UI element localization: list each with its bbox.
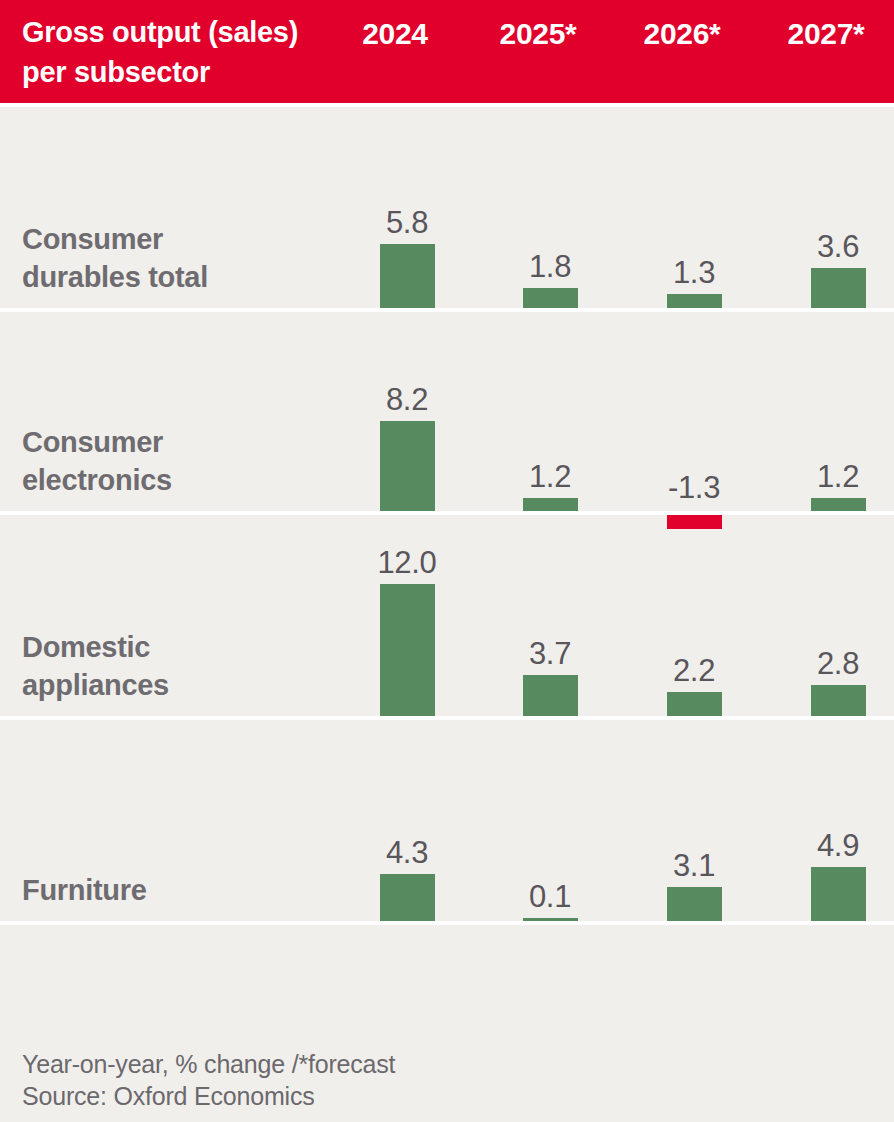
bar-positive [811,867,866,921]
bar-positive [523,288,578,308]
row-label-consumer-electronics: Consumerelectronics [22,423,172,499]
bar-cell-consumer-electronics-2026-: -1.3 [622,312,766,511]
bar-cell-domestic-appliances-2025-: 3.7 [478,515,622,716]
chart-note: Year-on-year, % change /*forecast [22,1048,395,1080]
bar-cell-furniture-2027-: 4.9 [766,720,894,921]
bar-positive [380,421,435,511]
row-label-line: appliances [22,666,169,704]
bar-cell-furniture-2026-: 3.1 [622,720,766,921]
row-label-line: Furniture [22,871,147,909]
value-label: 1.2 [529,460,571,494]
row-label-line: Consumer [22,423,172,461]
column-header-2025: 2025* [466,17,610,51]
value-label: 3.7 [529,637,571,671]
footer-band: Year-on-year, % change /*forecast Source… [0,925,894,1122]
bar-cell-furniture-2025-: 0.1 [478,720,622,921]
row-label-domestic-appliances: Domesticappliances [22,628,169,704]
bar-cell-consumer-electronics-2024: 8.2 [335,312,479,511]
value-label: 3.6 [817,230,859,264]
bar-cell-consumer-durables-total-2027-: 3.6 [766,107,894,308]
bar-positive [523,918,578,921]
row-label-line: durables total [22,258,208,296]
bar-positive [667,887,722,921]
bar-positive [811,268,866,308]
bar-positive [380,584,435,716]
value-label: 4.3 [386,836,428,870]
bar-cell-consumer-durables-total-2025-: 1.8 [478,107,622,308]
value-label: 1.3 [673,256,715,290]
bar-positive [667,294,722,308]
value-label: 0.1 [529,880,571,914]
chart-canvas: Gross output (sales) per subsector 20242… [0,0,894,1122]
footer-text: Year-on-year, % change /*forecast Source… [22,1048,395,1112]
chart-title: Gross output (sales) per subsector [22,12,298,92]
value-label: 1.8 [529,250,571,284]
row-label-line: electronics [22,461,172,499]
value-label: 2.8 [817,647,859,681]
row-label-consumer-durables-total: Consumerdurables total [22,220,208,296]
row-consumer-durables-total: Consumerdurables total 5.8 1.8 1.3 3.6 [0,107,894,308]
value-label: 8.2 [386,383,428,417]
bar-positive [811,685,866,716]
row-label-line: Domestic [22,628,169,666]
bar-positive [380,244,435,308]
bar-positive [811,498,866,511]
bar-cell-furniture-2024: 4.3 [335,720,479,921]
column-header-2026: 2026* [610,17,754,51]
row-label-furniture: Furniture [22,871,147,909]
row-consumer-electronics: Consumerelectronics 8.2 1.2 -1.3 1.2 [0,312,894,511]
bar-cell-consumer-electronics-2027-: 1.2 [766,312,894,511]
bar-positive [380,874,435,921]
column-header-2027: 2027* [754,17,894,51]
bar-positive [667,692,722,716]
bar-positive [523,498,578,511]
value-label: 5.8 [386,206,428,240]
value-label: -1.3 [668,471,720,505]
bar-negative [667,515,722,529]
chart-source: Source: Oxford Economics [22,1080,395,1112]
bar-cell-domestic-appliances-2024: 12.0 [335,515,479,716]
header-band: Gross output (sales) per subsector 20242… [0,0,894,103]
chart-title-line-2: per subsector [22,52,298,92]
value-label: 2.2 [673,654,715,688]
value-label: 4.9 [817,829,859,863]
row-furniture: Furniture 4.3 0.1 3.1 4.9 [0,720,894,921]
chart-title-line-1: Gross output (sales) [22,12,298,52]
bar-cell-consumer-electronics-2025-: 1.2 [478,312,622,511]
bar-cell-consumer-durables-total-2026-: 1.3 [622,107,766,308]
bar-cell-consumer-durables-total-2024: 5.8 [335,107,479,308]
bar-positive [523,675,578,716]
value-label: 1.2 [817,460,859,494]
value-label: 3.1 [673,849,715,883]
value-label: 12.0 [377,546,436,580]
bar-cell-domestic-appliances-2027-: 2.8 [766,515,894,716]
row-domestic-appliances: Domesticappliances 12.0 3.7 2.2 2.8 [0,515,894,716]
bar-cell-domestic-appliances-2026-: 2.2 [622,515,766,716]
row-label-line: Consumer [22,220,208,258]
column-header-2024: 2024 [323,17,467,51]
